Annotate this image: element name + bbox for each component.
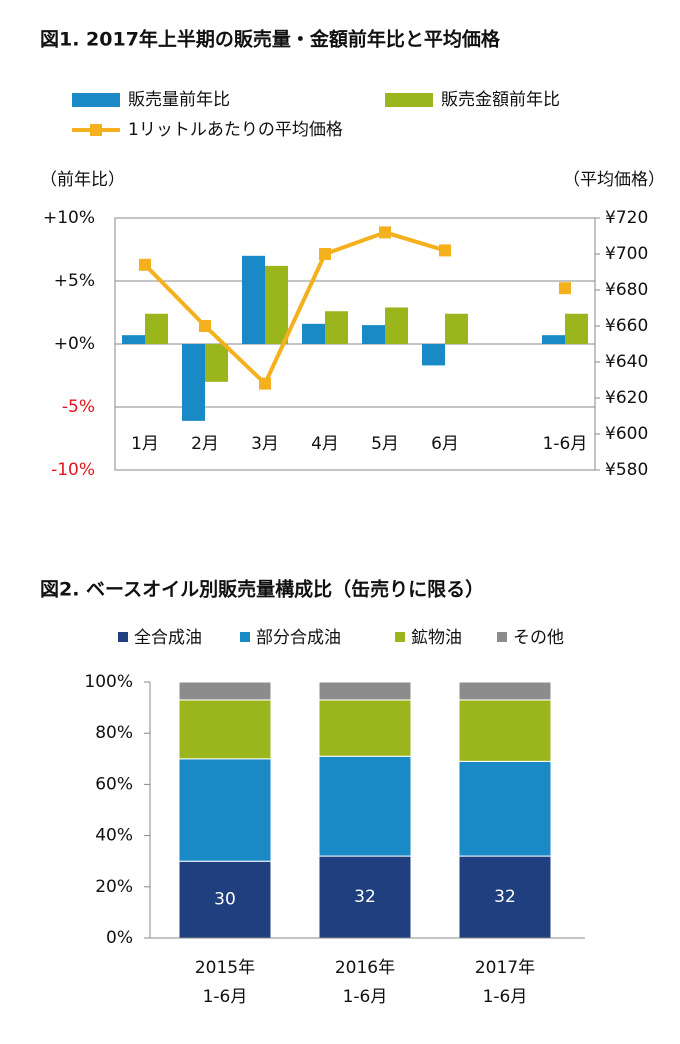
line-marker	[439, 244, 451, 257]
line-marker	[319, 248, 331, 260]
x-tick-label: 5月	[371, 434, 399, 454]
bar-segment	[458, 681, 552, 701]
bar-segment	[178, 758, 272, 862]
x-tick-label: 4月	[311, 434, 339, 454]
y-tick-label: +0%	[54, 334, 95, 354]
legend-label: 全合成油	[134, 628, 202, 648]
y-axis-label: （前年比）	[40, 170, 125, 190]
line-marker	[139, 258, 151, 271]
bar	[542, 335, 565, 344]
legend-label: その他	[513, 628, 564, 648]
bar	[122, 335, 145, 344]
bar-segment	[318, 699, 412, 757]
x-tick-label: 6月	[431, 434, 459, 454]
x-tick-label: 1-6月	[543, 434, 588, 454]
y2-tick-label: ¥620	[605, 388, 648, 408]
data-label: 30	[214, 890, 236, 910]
legend-swatch	[240, 632, 250, 642]
bar	[205, 344, 228, 382]
y2-tick-label: ¥580	[605, 460, 648, 480]
line-marker	[259, 377, 271, 390]
chart-title: 図2. ベースオイル別販売量構成比（缶売りに限る）	[40, 578, 484, 601]
bar	[362, 325, 385, 344]
x-tick-label: 2015年 1-6月	[195, 958, 255, 1007]
bar-segment	[318, 681, 412, 701]
legend-swatch	[118, 632, 128, 642]
line-marker	[199, 320, 211, 332]
bar	[565, 313, 588, 344]
legend-label: 1リットルあたりの平均価格	[128, 120, 343, 140]
legend-swatch	[385, 93, 433, 107]
bar	[445, 313, 468, 344]
y2-tick-label: ¥640	[605, 352, 648, 372]
y-tick-label: +5%	[54, 271, 95, 291]
y2-tick-label: ¥600	[605, 424, 648, 444]
line-marker	[379, 226, 391, 239]
bar-segment	[458, 855, 552, 939]
y2-tick-label: ¥680	[605, 280, 648, 300]
legend-label: 販売金額前年比	[441, 90, 560, 110]
x-tick-label: 3月	[251, 434, 279, 454]
legend-label: 部分合成油	[256, 628, 341, 648]
bar	[242, 255, 265, 344]
line	[143, 230, 446, 387]
y-tick-label: +10%	[43, 208, 95, 228]
y-tick-label: -5%	[62, 397, 95, 417]
x-tick-label: 2月	[191, 434, 219, 454]
bar-segment	[318, 855, 412, 939]
line-marker	[559, 282, 571, 295]
y-tick-label: -10%	[51, 460, 95, 480]
data-label: 32	[494, 887, 516, 907]
bar	[145, 313, 168, 344]
y-tick-label: 0%	[106, 928, 133, 948]
y-tick-label: 80%	[95, 723, 133, 743]
legend-label: 販売量前年比	[128, 90, 230, 110]
bar	[325, 311, 348, 344]
legend-marker	[90, 124, 102, 136]
bar-segment	[178, 860, 272, 939]
bar-segment	[458, 699, 552, 762]
legend-swatch	[497, 632, 507, 642]
y2-axis-label: （平均価格）	[563, 170, 665, 190]
y2-tick-label: ¥660	[605, 316, 648, 336]
data-label: 32	[354, 887, 376, 907]
chart-title: 図1. 2017年上半期の販売量・金額前年比と平均価格	[40, 28, 501, 51]
bar	[265, 265, 288, 344]
legend-swatch	[72, 93, 120, 107]
x-tick-label: 2017年 1-6月	[475, 958, 535, 1007]
y2-tick-label: ¥720	[605, 208, 648, 228]
x-tick-label: 2016年 1-6月	[335, 958, 395, 1007]
y-tick-label: 100%	[84, 672, 133, 692]
bar-segment	[318, 755, 412, 857]
legend-swatch	[395, 632, 405, 642]
bar	[422, 344, 445, 366]
bar-segment	[178, 681, 272, 701]
y-tick-label: 40%	[95, 826, 133, 846]
bar	[302, 323, 325, 344]
bar-segment	[178, 699, 272, 760]
y-tick-label: 20%	[95, 877, 133, 897]
bar	[182, 344, 205, 421]
y2-tick-label: ¥700	[605, 244, 648, 264]
x-tick-label: 1月	[131, 434, 159, 454]
legend-label: 鉱物油	[411, 628, 462, 648]
bar	[385, 307, 408, 344]
y-tick-label: 60%	[95, 774, 133, 794]
bar-segment	[458, 760, 552, 857]
